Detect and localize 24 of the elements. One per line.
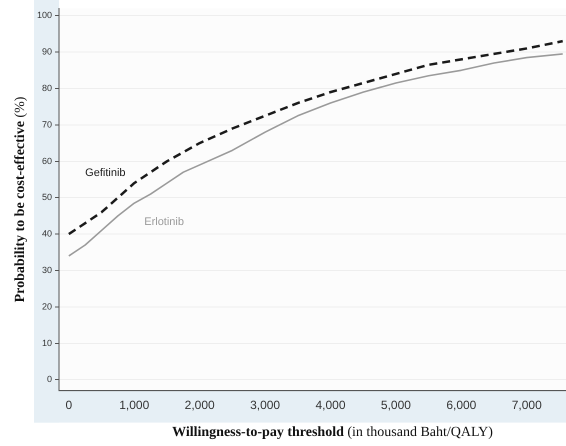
y-tick-label: 0 [47,374,52,384]
y-tick-label: 30 [42,264,52,275]
x-tick-label: 2,000 [184,398,216,412]
series-label: Gefitinib [85,167,126,180]
y-tick-label: 10 [42,338,52,348]
y-tick-label: 70 [42,119,52,130]
x-tick-label: 5,000 [380,398,412,412]
y-tick-label: 40 [42,228,52,239]
y-axis-title: Probability to be cost-effective (%) [13,96,28,302]
x-tick-label: 0 [65,398,72,412]
x-tick-label: 4,000 [315,398,346,412]
y-tick-label: 60 [42,156,52,166]
x-tick-label: 3,000 [250,398,280,412]
y-tick-label: 90 [42,46,52,57]
line-series [68,40,564,236]
x-tick-label: 7,000 [512,398,542,412]
y-tick-label: 80 [42,82,52,93]
x-tick-label: 1,000 [119,398,150,412]
series-label: Erlotinib [144,216,184,228]
x-tick-label: 6,000 [446,398,477,412]
y-tick-label: 50 [42,192,52,202]
y-tick-label: 20 [42,301,52,312]
y-tick-label: 100 [36,10,52,20]
x-axis-title: Willingness-to-pay threshold (in thousand Baht/QALY) [172,425,494,440]
